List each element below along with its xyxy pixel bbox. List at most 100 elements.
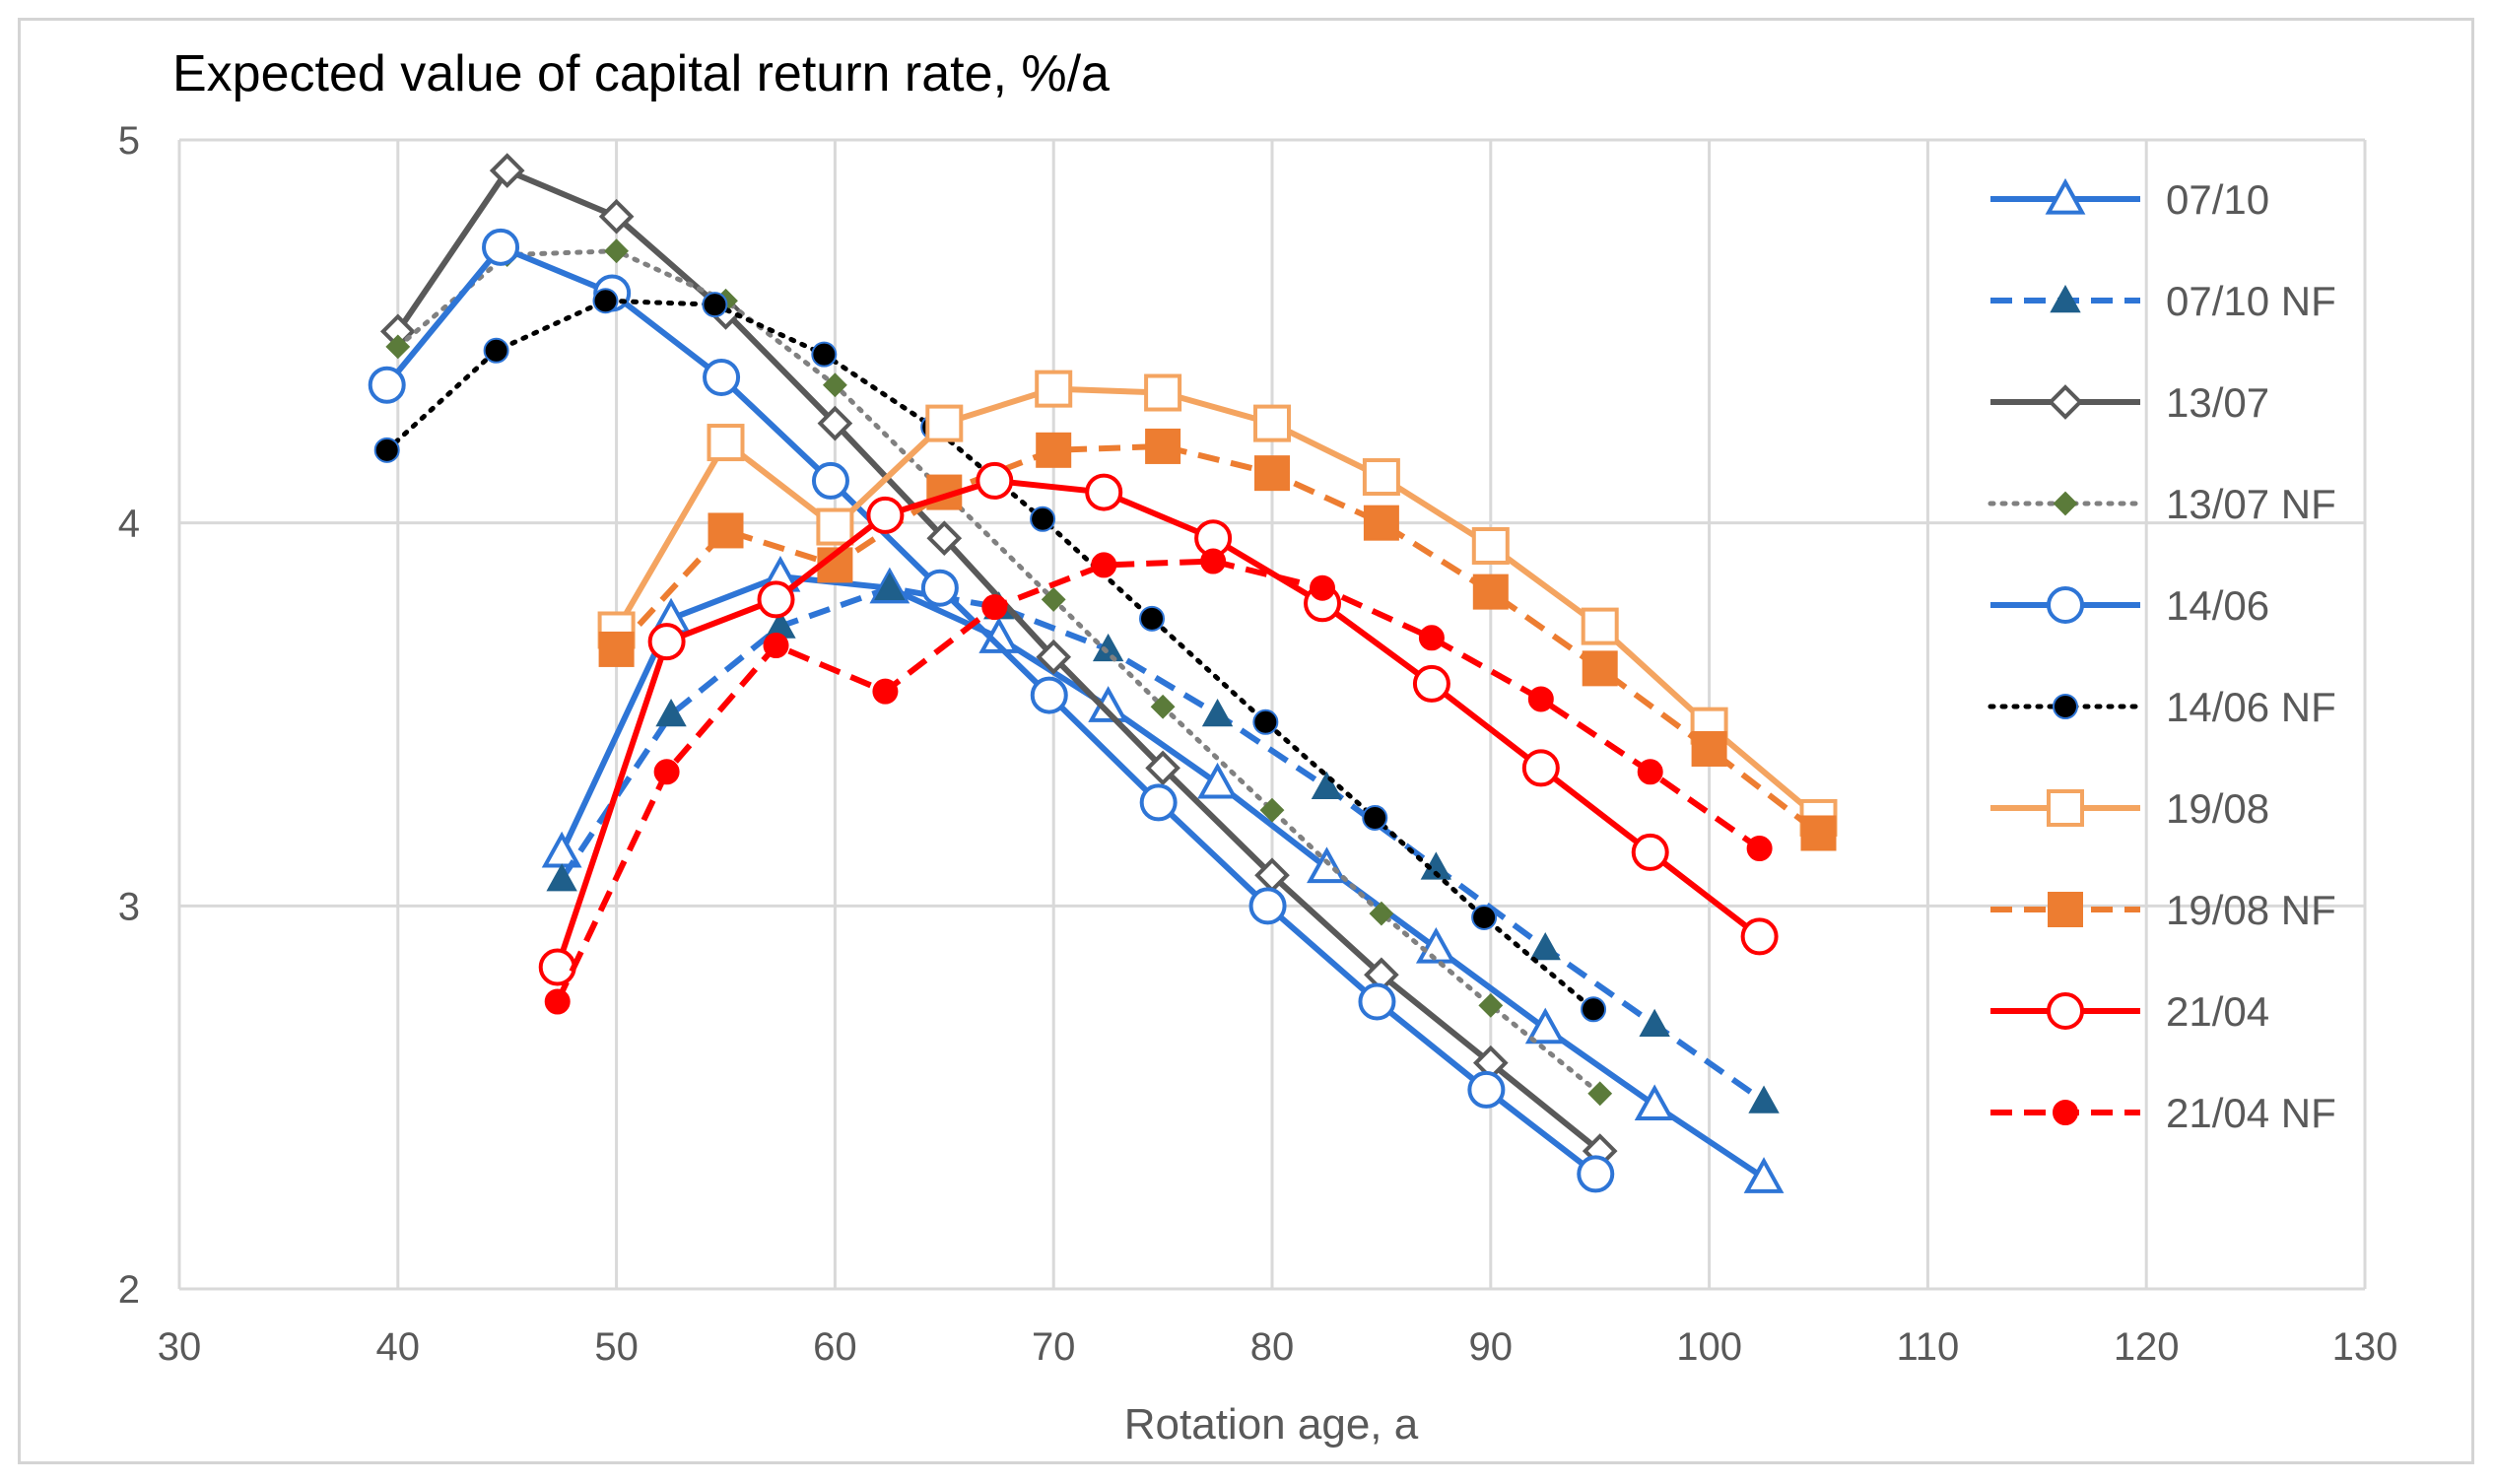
- data-point: [647, 623, 686, 661]
- data-point: [1418, 625, 1445, 651]
- data-point: [874, 572, 906, 600]
- data-point: [598, 198, 635, 235]
- data-point: [489, 153, 525, 188]
- y-tick-label: 4: [118, 503, 140, 546]
- data-point: [604, 238, 630, 264]
- x-tick-label: 130: [2332, 1325, 2398, 1369]
- data-point: [1030, 676, 1068, 714]
- data-point: [981, 594, 1008, 621]
- data-point: [1030, 506, 1056, 532]
- data-point: [538, 948, 576, 986]
- data-point: [1412, 664, 1450, 703]
- grid-lines: [177, 138, 2367, 1291]
- data-point: [866, 496, 905, 534]
- data-point: [1252, 708, 1279, 735]
- legend-marker: [2053, 491, 2078, 516]
- data-point: [1310, 574, 1336, 601]
- series-line: [554, 477, 1762, 969]
- series-line: [559, 584, 1766, 1105]
- legend-item: 07/10: [1990, 176, 2269, 223]
- legend-label: 21/04: [2166, 988, 2269, 1035]
- data-point: [811, 341, 838, 368]
- data-point: [653, 759, 680, 785]
- legend-label: 21/04 NF: [2166, 1090, 2336, 1136]
- data-point: [1478, 992, 1504, 1018]
- y-tick-label: 5: [118, 119, 140, 163]
- x-tick-label: 90: [1469, 1325, 1514, 1369]
- legend-marker: [2047, 789, 2084, 827]
- data-point: [1743, 1157, 1785, 1193]
- legend-item: 07/10 NF: [1990, 278, 2336, 324]
- series-line: [614, 385, 1821, 821]
- data-point: [1581, 607, 1619, 645]
- legend-item: 19/08: [1990, 785, 2269, 832]
- legend-item: 21/04: [1990, 988, 2269, 1035]
- data-point: [811, 461, 849, 500]
- data-point: [1472, 573, 1509, 610]
- data-point: [763, 633, 789, 659]
- data-point: [1145, 428, 1181, 464]
- data-point: [1041, 586, 1066, 612]
- x-tick-label: 80: [1250, 1325, 1295, 1369]
- legend-item: 21/04 NF: [1990, 1090, 2336, 1136]
- data-point: [1415, 926, 1456, 964]
- legend-label: 14/06: [2166, 582, 2269, 629]
- series-19-08: [597, 370, 1838, 837]
- series-line: [395, 248, 1603, 1097]
- data-point: [1197, 762, 1238, 799]
- data-point: [1150, 694, 1176, 719]
- data-point: [1253, 404, 1291, 442]
- data-point: [920, 569, 959, 607]
- legend-marker: [2050, 284, 2081, 313]
- series-14-06: [368, 228, 1615, 1193]
- data-point: [1577, 1155, 1615, 1193]
- data-point: [1201, 698, 1234, 727]
- series-21-04-nf: [544, 548, 1773, 1015]
- data-point: [1800, 815, 1837, 851]
- data-point: [926, 520, 963, 557]
- x-tick-label: 100: [1676, 1325, 1742, 1369]
- data-point: [1639, 1008, 1670, 1038]
- data-point: [1581, 996, 1607, 1023]
- data-point: [817, 405, 853, 441]
- data-point: [1091, 552, 1117, 578]
- x-tick-label: 60: [813, 1325, 857, 1369]
- data-point: [708, 512, 744, 549]
- data-point: [1363, 505, 1399, 541]
- legend-marker: [2048, 384, 2083, 420]
- legend-marker: [2053, 1100, 2078, 1125]
- data-point: [385, 334, 411, 360]
- data-point: [707, 424, 745, 462]
- legend-item: 13/07 NF: [1988, 481, 2336, 527]
- data-point: [702, 292, 728, 318]
- legend-item: 14/06: [1990, 582, 2269, 629]
- legend-item: 13/07: [1990, 379, 2269, 426]
- data-point: [1144, 373, 1182, 412]
- data-point: [1254, 455, 1290, 492]
- data-point: [1521, 749, 1560, 787]
- legend-marker: [2047, 992, 2084, 1030]
- data-point: [368, 366, 406, 404]
- data-point: [976, 461, 1014, 500]
- legend-label: 07/10: [2166, 176, 2269, 223]
- data-point: [1259, 797, 1285, 823]
- legend-marker: [2053, 694, 2078, 719]
- data-point: [757, 580, 795, 619]
- data-point: [482, 228, 520, 266]
- data-point: [872, 678, 899, 705]
- chart-frame: [18, 18, 2474, 1464]
- data-point: [1145, 750, 1180, 786]
- data-point: [1471, 904, 1498, 930]
- data-point: [1036, 432, 1072, 468]
- data-point: [1362, 804, 1388, 831]
- legend-label: 13/07 NF: [2166, 481, 2336, 527]
- x-tick-label: 50: [594, 1325, 639, 1369]
- data-point: [655, 698, 687, 727]
- data-point: [1467, 1070, 1506, 1109]
- x-tick-label: 120: [2114, 1325, 2180, 1369]
- x-tick-label: 70: [1032, 1325, 1076, 1369]
- data-point: [1582, 650, 1618, 687]
- series-19-08-nf: [598, 428, 1837, 851]
- x-tick-label: 110: [1897, 1325, 1960, 1369]
- axes: 30 40 50 60 70 80 90 100 110 120 130 2 3 4 5: [118, 119, 2398, 1369]
